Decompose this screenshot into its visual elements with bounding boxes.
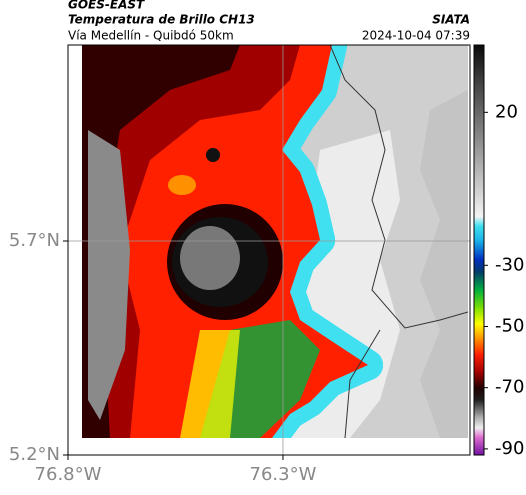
product: Temperatura de Brillo CH13 <box>68 13 255 27</box>
colorbar-segment <box>474 240 484 260</box>
colorbar-tick-label: -50 <box>495 315 524 336</box>
colorbar-segment <box>474 289 484 309</box>
colorbar-segment <box>474 427 484 438</box>
colorbar-segment <box>474 415 484 428</box>
region: Vía Medellín - Quibdó 50km <box>68 29 234 43</box>
colorbar-tick-label: -70 <box>495 377 524 398</box>
satellite: GOES-EAST <box>68 0 145 12</box>
colorbar-segment <box>474 323 484 340</box>
colorbar-tick-label: -90 <box>495 438 524 459</box>
colorbar-segment <box>474 216 484 227</box>
colorbar-segment <box>474 308 484 324</box>
colorbar-segment <box>474 259 484 272</box>
datetime: 2024-10-04 07:39 <box>362 29 470 43</box>
y-tick-label: 5.7°N <box>9 230 60 251</box>
source: SIATA <box>432 13 470 27</box>
colorbar-frame <box>473 44 485 456</box>
colorbar-segment <box>474 338 484 355</box>
colorbar-tick-label: -30 <box>495 254 524 275</box>
colorbar-segment <box>474 225 484 242</box>
imagery <box>82 45 468 438</box>
colorbar-segment <box>474 45 484 83</box>
x-tick-label: 76.8°W <box>35 464 102 485</box>
colorbar-segment <box>474 81 484 144</box>
colorbar-segment <box>474 271 484 291</box>
colorbar-segment <box>474 387 484 401</box>
colorbar-segment <box>474 354 484 373</box>
colorbar-segment <box>474 399 484 416</box>
colorbar-tick-label: 20 <box>495 101 518 122</box>
colorbar-segment <box>474 372 484 389</box>
colorbar-segment <box>474 142 484 217</box>
x-tick-label: 76.3°W <box>250 464 317 485</box>
colorbar-segment <box>474 436 484 456</box>
y-tick-label: 5.2°N <box>9 444 60 465</box>
map-frame <box>67 44 471 456</box>
